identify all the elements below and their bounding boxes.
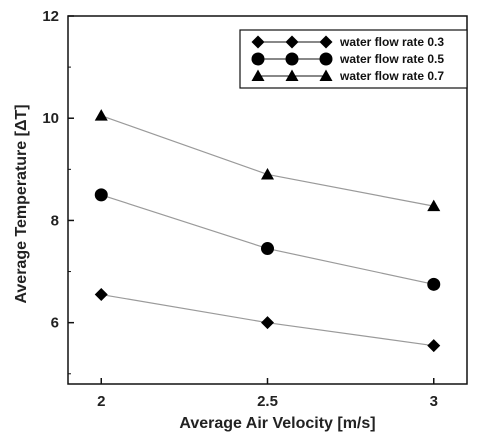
legend-marker [251,52,265,66]
data-point [94,288,108,302]
data-point [427,277,441,291]
data-point [427,339,441,353]
legend-marker [285,52,299,66]
data-point [427,199,441,212]
legend-marker [251,35,265,49]
legend-marker [285,69,299,81]
legend-marker [319,35,333,49]
data-point [261,316,274,330]
series-triangle [94,109,441,212]
data-point [261,167,274,180]
data-point [261,242,274,256]
legend-entry: water flow rate 0.3 [251,35,444,49]
x-tick-label: 3 [430,393,438,410]
y-axis-label: Average Temperature [ΔT] [13,104,30,303]
legend-label: water flow rate 0.3 [339,35,444,49]
x-axis-label: Average Air Velocity [m/s] [179,415,375,432]
series-line [101,194,434,285]
legend-marker [251,69,265,81]
series-diamond [94,288,441,353]
legend-label: water flow rate 0.7 [339,69,444,83]
series-layer [94,109,441,353]
series-line [101,115,434,207]
series-circle [94,188,441,291]
data-point [94,109,108,121]
tick-layer: 6 8 10 12 2 2.5 3 [42,8,438,410]
legend-label: water flow rate 0.5 [339,52,444,66]
legend-marker [285,35,299,49]
y-tick-label: 12 [42,8,59,25]
y-tick-label: 8 [51,212,59,229]
legend-marker [319,69,333,81]
legend-entry: water flow rate 0.7 [251,69,444,83]
y-tick-label: 10 [42,110,59,127]
y-tick-label: 6 [51,315,59,332]
legend-marker [319,52,333,66]
data-point [94,188,108,202]
legend-entry: water flow rate 0.5 [251,52,444,66]
x-tick-label: 2 [97,393,105,410]
x-tick-label: 2.5 [257,393,278,410]
legend: water flow rate 0.3 water flow rate 0.5 wa… [239,29,468,89]
